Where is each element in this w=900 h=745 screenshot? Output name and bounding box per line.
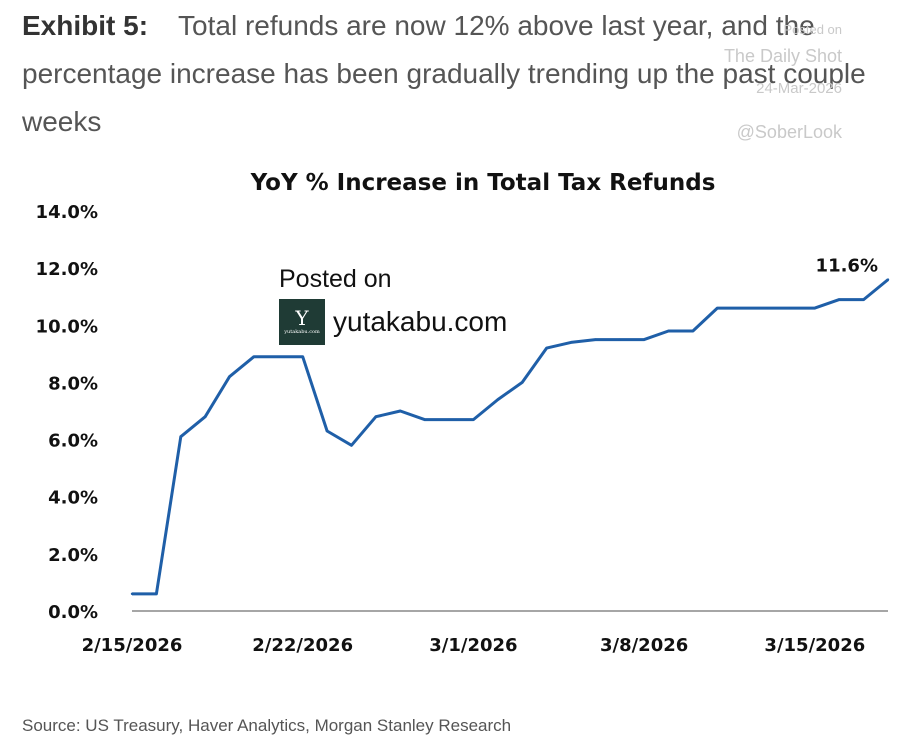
y-tick-label: 0.0%: [48, 602, 98, 623]
y-tick-label: 2.0%: [48, 545, 98, 566]
chart-title: YoY % Increase in Total Tax Refunds: [250, 170, 716, 196]
data-point: [862, 298, 865, 301]
data-point: [423, 418, 426, 421]
y-tick-label: 4.0%: [48, 488, 98, 509]
yutakabu-logo-icon: Y yutakabu.com: [279, 299, 325, 345]
headline: Exhibit 5: Total refunds are now 12% abov…: [22, 2, 882, 146]
series-line: [132, 278, 889, 596]
data-point: [399, 409, 402, 413]
data-point: [691, 329, 695, 333]
data-point: [252, 355, 256, 358]
data-point: [545, 346, 548, 350]
data-point: [350, 444, 353, 447]
posted-badge: Posted on Y yutakabu.com yutakabu.com: [279, 264, 507, 345]
data-point: [179, 435, 182, 438]
data-point: [642, 338, 646, 341]
watermark-posted: Posted on: [783, 22, 842, 37]
posted-on-label: Posted on: [279, 265, 392, 293]
data-point: [764, 306, 768, 310]
data-point: [886, 278, 890, 281]
data-point: [667, 329, 670, 333]
x-tick-label: 2/22/2026: [252, 635, 353, 656]
y-tick-label: 10.0%: [36, 316, 98, 337]
data-point: [325, 429, 329, 433]
data-point: [594, 338, 597, 341]
watermark-handle: @SoberLook: [736, 122, 842, 142]
data-point: [277, 355, 280, 358]
data-point: [838, 298, 841, 301]
y-tick-label: 6.0%: [48, 431, 98, 452]
data-point: [716, 306, 719, 310]
data-point: [520, 381, 524, 384]
x-tick-label: 3/8/2026: [600, 635, 688, 656]
x-tick-label: 2/15/2026: [82, 635, 183, 656]
site-name: yutakabu.com: [333, 306, 508, 337]
source-note: Source: US Treasury, Haver Analytics, Mo…: [22, 716, 512, 735]
data-point: [374, 415, 378, 418]
x-tick-label: 3/1/2026: [429, 635, 517, 656]
data-point: [789, 306, 792, 310]
exhibit-label: Exhibit 5:: [22, 10, 149, 41]
data-point: [155, 592, 158, 596]
end-value-label: 11.6%: [816, 256, 878, 277]
data-point: [130, 592, 134, 596]
data-point: [740, 306, 743, 310]
y-tick-label: 12.0%: [36, 259, 98, 280]
watermark-source: The Daily Shot: [723, 46, 842, 66]
data-point: [203, 415, 207, 418]
data-point: [447, 418, 451, 421]
logo-letter: Y: [295, 306, 309, 330]
data-point: [472, 418, 475, 421]
logo-text: yutakabu.com: [284, 329, 320, 335]
data-point: [301, 355, 304, 358]
y-tick-label: 8.0%: [48, 373, 98, 394]
data-point: [569, 341, 573, 344]
y-tick-label: 14.0%: [36, 202, 98, 223]
x-tick-label: 3/15/2026: [764, 635, 865, 656]
data-point: [228, 375, 231, 378]
watermark-date: 24-Mar-2026: [756, 80, 842, 97]
data-point: [813, 306, 817, 310]
headline-text: Total refunds are now 12% above last yea…: [22, 10, 866, 137]
data-point: [496, 398, 500, 401]
data-point: [618, 338, 621, 341]
